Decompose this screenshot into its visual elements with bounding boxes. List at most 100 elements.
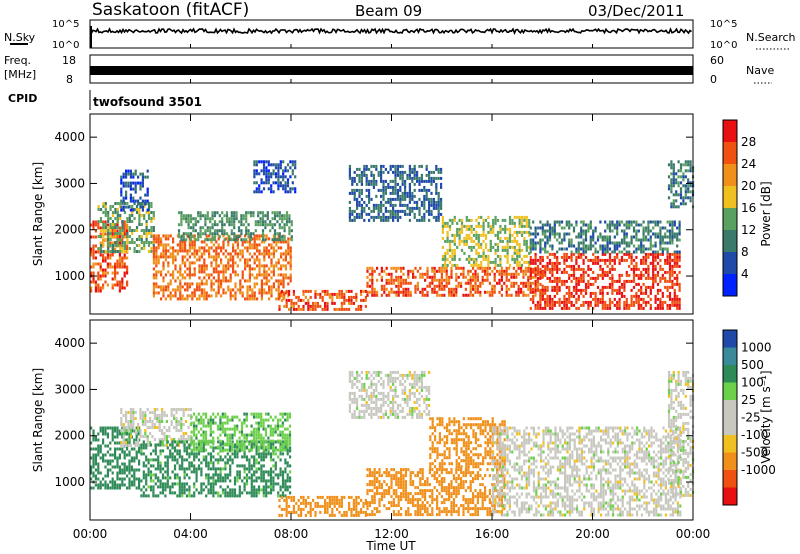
range-cell [505,275,508,279]
range-cell [463,224,466,228]
range-cell [522,293,525,297]
range-cell [316,292,319,296]
range-cell [546,235,549,239]
range-cell [145,223,148,226]
range-cell [107,211,110,214]
range-cell [102,456,105,460]
range-cell [416,218,419,222]
range-cell [387,215,390,219]
range-cell [263,258,266,262]
range-cell [260,264,263,268]
range-cell [219,446,222,450]
range-cell [584,255,588,259]
range-cell [271,226,274,230]
range-cell [504,218,507,222]
range-cell [229,494,232,498]
range-cell [513,215,516,219]
range-cell [217,494,220,498]
range-cell [198,285,201,289]
range-cell [506,239,509,243]
range-cell [372,185,375,189]
range-cell [145,235,148,238]
range-cell [102,202,105,205]
range-cell [404,179,407,183]
range-cell [94,456,97,460]
range-cell [272,255,275,259]
range-cell [106,444,109,448]
range-cell [659,276,662,280]
range-cell [92,250,95,254]
range-cell [263,288,266,292]
range-cell [433,287,436,291]
range-cell [401,203,404,207]
range-cell [383,290,386,294]
range-cell [202,458,205,462]
range-cell [475,218,478,222]
range-cell [116,280,119,284]
range-cell [97,208,100,211]
range-cell [513,224,516,228]
range-cell [99,289,102,293]
range-cell [518,224,521,228]
range-cell [211,238,214,242]
range-cell [470,248,473,252]
range-cell [524,281,527,285]
range-cell [575,288,578,292]
range-cell [249,214,253,218]
range-cell [193,261,196,265]
range-cell [608,226,612,230]
range-cell [672,178,675,182]
range-cell [382,164,385,168]
range-cell [351,176,354,180]
range-cell [222,291,225,295]
range-cell [659,300,662,304]
range-cell [350,298,353,302]
range-cell [356,206,359,210]
range-cell [171,440,174,444]
range-cell [606,226,609,230]
range-cell [520,257,524,261]
range-cell [284,166,287,170]
range-cell [209,461,213,465]
range-cell [492,227,495,231]
range-cell [204,217,207,221]
range-cell [623,300,626,304]
range-cell [396,197,399,201]
range-cell [541,264,544,268]
range-cell [241,291,244,295]
range-cell [241,276,244,280]
range-cell [109,244,112,247]
range-cell [413,167,416,171]
range-cell [225,232,229,236]
range-cell [642,258,645,262]
range-cell [656,255,660,259]
range-cell [368,278,371,282]
range-cell [263,246,266,250]
range-cell [408,200,411,204]
range-cell [152,214,155,217]
range-cell [237,220,241,224]
range-cell [365,176,368,180]
range-cell [577,297,580,301]
range-cell [568,288,571,292]
range-cell [198,246,201,250]
range-cell [90,456,93,460]
range-cell [143,229,146,232]
range-cell [212,276,215,280]
range-cell [544,267,547,271]
range-cell [568,291,571,295]
range-cell [394,209,397,213]
range-cell [146,441,149,444]
range-cell [284,273,287,277]
range-cell [389,179,392,183]
range-cell [97,274,100,278]
range-cell [121,477,124,481]
range-cell [486,266,489,270]
range-cell [508,263,512,267]
range-cell [416,206,419,210]
range-cell [123,247,127,250]
range-cell [280,246,283,250]
cpid-panel: CPID twofsound 3501 [8,90,202,110]
range-cell [220,261,223,265]
